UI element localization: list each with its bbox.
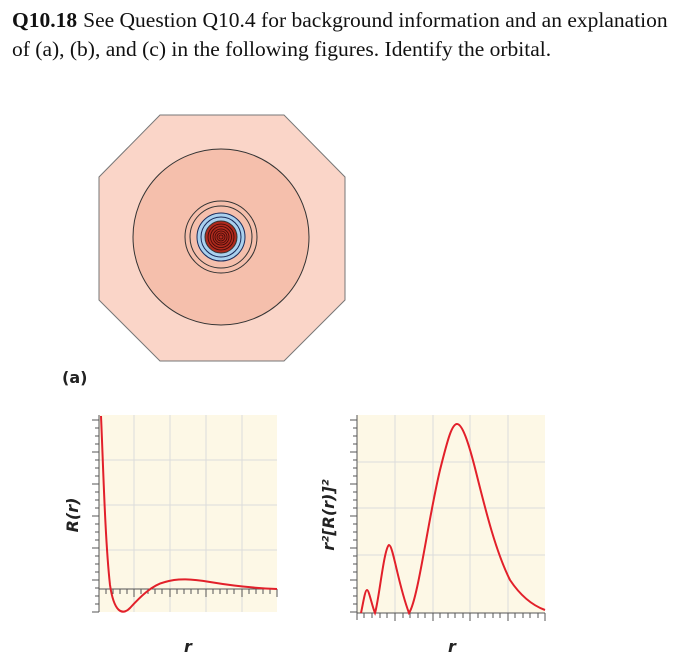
inner-blue-contour bbox=[200, 216, 242, 258]
core-contours bbox=[207, 223, 235, 251]
question-text: Q10.18 See Question Q10.4 for background … bbox=[12, 6, 682, 64]
node-ring-inner bbox=[189, 205, 253, 269]
plot2-x-ticks bbox=[363, 613, 546, 621]
plot2-y-ticks bbox=[350, 419, 357, 613]
core-region bbox=[204, 220, 238, 254]
plot1-xlabel: r bbox=[184, 637, 193, 654]
contour-diagram bbox=[98, 114, 346, 362]
plot1-y-ticks bbox=[92, 419, 99, 613]
node-ring-outer bbox=[184, 200, 258, 274]
plot2-xlabel: r bbox=[448, 637, 457, 654]
plot1-grid bbox=[99, 415, 277, 612]
question-number: Q10.18 bbox=[12, 8, 78, 32]
question-body: See Question Q10.4 for background inform… bbox=[12, 8, 668, 61]
plot2-ylabel: r²[R(r)]² bbox=[319, 479, 338, 550]
plot1-curve bbox=[100, 415, 278, 613]
plot-radial-function: R(r) r bbox=[63, 415, 278, 654]
plot2-curve bbox=[360, 422, 546, 616]
plot1-ylabel: R(r) bbox=[63, 498, 82, 533]
plot-radial-distribution: r²[R(r)]² r bbox=[319, 415, 546, 654]
plot2-background bbox=[357, 415, 545, 613]
plot1-background bbox=[99, 415, 277, 612]
panel-label: (a) bbox=[62, 368, 88, 387]
